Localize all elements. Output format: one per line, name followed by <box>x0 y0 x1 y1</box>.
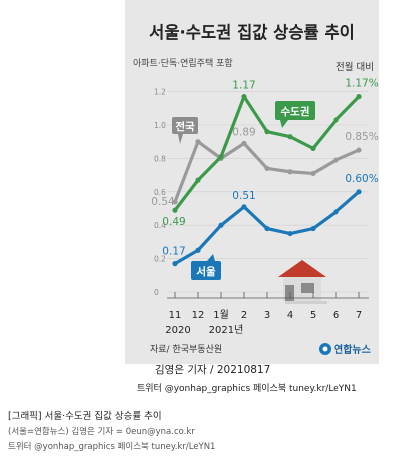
data-point <box>287 169 293 175</box>
series-tag-label: 전국 <box>175 120 195 133</box>
caption-title: [그래픽] 서울·수도권 집값 상승률 추이 <box>8 411 162 422</box>
x-tick-label: 5 <box>310 310 316 321</box>
data-label: 0.17 <box>162 246 185 258</box>
data-point <box>195 247 201 253</box>
x-tick-label: 1월 <box>213 309 229 321</box>
data-point <box>241 204 247 210</box>
x-year-label: 2021년 <box>209 324 244 336</box>
data-point <box>195 177 201 183</box>
series-tag-pointer <box>178 134 183 144</box>
data-point <box>287 230 293 237</box>
data-point <box>172 261 178 267</box>
chart-title: 서울·수도권 집값 상승률 추이 <box>149 23 355 42</box>
data-label: 1.17 <box>232 80 255 92</box>
x-tick-label: 12 <box>192 310 205 321</box>
series-line <box>173 95 361 212</box>
series-tag-box <box>191 261 221 280</box>
data-label: 0.85% <box>345 131 378 143</box>
data-point <box>310 170 316 177</box>
y-tick-label: 0.4 <box>154 221 166 230</box>
data-point <box>310 145 316 151</box>
logo-text: 연합뉴스 <box>334 343 371 356</box>
data-point <box>218 154 224 160</box>
data-point <box>356 94 362 100</box>
data-point <box>356 189 362 195</box>
y-tick-label: 0 <box>154 288 159 297</box>
source-note: 자료/ 한국부동산원 <box>150 344 222 355</box>
data-point <box>241 140 247 146</box>
series-tag-pointer <box>280 120 288 128</box>
x-tick-label: 3 <box>264 310 270 321</box>
y-tick-label: 1.2 <box>154 88 166 97</box>
y-tick-label: 0.6 <box>154 188 166 197</box>
chart-subtitle: 아파트·단독·연립주택 포함 <box>133 58 233 69</box>
data-label: 0.60% <box>345 173 378 185</box>
data-point <box>333 209 339 215</box>
data-point <box>264 129 270 135</box>
data-label: 0.54 <box>151 196 175 208</box>
series-tag-pointer <box>207 254 215 261</box>
x-year-label: 2020 <box>165 325 190 336</box>
data-label: 0.51 <box>232 190 255 202</box>
y-tick-label: 0.2 <box>154 255 166 264</box>
credit-social: 트위터 @yonhap_graphics 페이스북 tuney.kr/LeYN1 <box>137 384 357 394</box>
data-label: 0.49 <box>162 216 185 228</box>
data-label: 1.17% <box>345 78 378 90</box>
series-tag-box <box>172 117 198 134</box>
data-point <box>356 147 362 153</box>
y-tick-label: 0.8 <box>154 154 166 163</box>
data-point <box>218 222 224 228</box>
credit-name: 김영은 기자 / 20210817 <box>155 364 271 376</box>
data-point <box>172 199 178 205</box>
data-point <box>172 207 178 213</box>
x-tick-label: 6 <box>333 310 339 321</box>
unit-note: 전월 대비 <box>336 61 374 73</box>
caption-social: 트위터 @yonhap_graphics 페이스북 tuney.kr/LeYN1 <box>8 442 216 452</box>
series-line <box>173 140 360 203</box>
data-point <box>241 94 247 100</box>
data-point <box>333 117 339 123</box>
series-tag-label: 서울 <box>196 265 216 278</box>
data-point <box>333 157 339 163</box>
y-tick-label: 1.0 <box>154 121 166 130</box>
x-tick-label: 11 <box>169 310 182 321</box>
x-tick-label: 2 <box>241 310 247 321</box>
data-point <box>287 134 293 140</box>
x-tick-label: 7 <box>356 310 362 321</box>
caption-source: (서울=연합뉴스) 김영은 기자 = 0eun@yna.co.kr <box>8 427 195 437</box>
yonhap-logo: 연합뉴스 <box>319 343 371 356</box>
series-tag-box <box>275 101 315 120</box>
series-tag-label: 수도권 <box>281 106 310 118</box>
chart-panel <box>125 0 379 364</box>
data-point <box>264 225 270 232</box>
data-point <box>195 139 201 145</box>
data-point <box>310 225 316 232</box>
house-icon <box>278 260 327 304</box>
data-point <box>264 165 270 172</box>
x-tick-label: 4 <box>287 310 293 321</box>
line-chart: 서울·수도권 집값 상승률 추이 아파트·단독·연립주택 포함 전월 대비 0.… <box>133 23 379 356</box>
data-label: 0.89 <box>232 126 255 138</box>
